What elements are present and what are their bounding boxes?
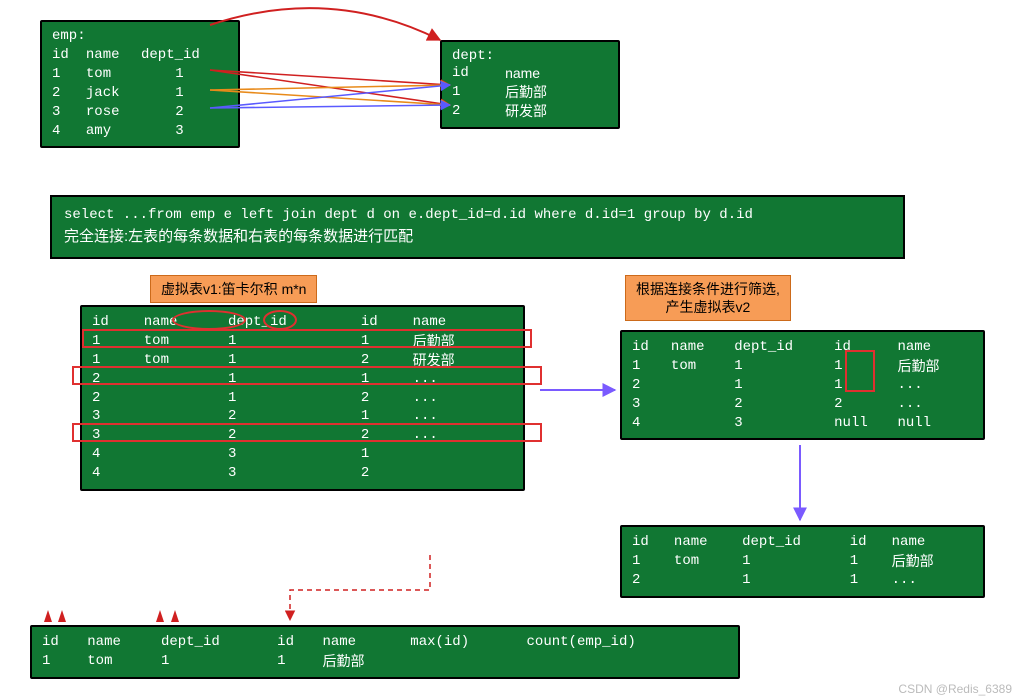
emp-table: id name dept_id 1tom1 2jack1 3rose2 4amy… — [52, 46, 228, 140]
table-row: 212... — [92, 389, 513, 408]
table-row: 431 — [92, 445, 513, 464]
label-v2-line1: 根据连接条件进行筛选, — [636, 280, 780, 298]
table-row: 1tom11后勤部 — [92, 332, 513, 351]
table-row: 321... — [92, 407, 513, 426]
table-row: 211... — [632, 571, 973, 590]
table-row: 2研发部 — [452, 102, 608, 121]
table-row: 1tom1 — [52, 65, 228, 84]
table-row: 3rose2 — [52, 103, 228, 122]
v2-table: id name dept_id id name 1tom11后勤部 211...… — [632, 338, 973, 432]
table-row: 211... — [92, 370, 513, 389]
sql-note: 完全连接:左表的每条数据和右表的每条数据进行匹配 — [64, 226, 891, 249]
col-dept-id: dept_id — [141, 46, 228, 65]
table-row: 1tom11后勤部 — [632, 552, 973, 571]
table-header-row: id name dept_id id name max(id) count(em… — [42, 633, 728, 652]
table-row: 4amy3 — [52, 122, 228, 141]
table-row: 1后勤部 — [452, 83, 608, 102]
table-row: 432 — [92, 464, 513, 483]
table-row: 1tom11后勤部 — [632, 357, 973, 376]
watermark: CSDN @Redis_6389 — [898, 682, 1012, 696]
dept-title: dept: — [452, 48, 608, 64]
v1-table-box: id name dept_id id name 1tom11后勤部 1tom12… — [80, 305, 525, 491]
final-table-box: id name dept_id id name max(id) count(em… — [30, 625, 740, 679]
col-id: id — [452, 64, 505, 83]
col-name: name — [86, 46, 141, 65]
label-v2: 根据连接条件进行筛选, 产生虚拟表v2 — [625, 275, 791, 321]
table-row: 211... — [632, 376, 973, 395]
table-header-row: id name dept_id id name — [632, 338, 973, 357]
v1-table: id name dept_id id name 1tom11后勤部 1tom12… — [92, 313, 513, 483]
col-id: id — [52, 46, 86, 65]
v3-table: id name dept_id id name 1tom11后勤部 211... — [632, 533, 973, 590]
sql-query: select ...from emp e left join dept d on… — [64, 205, 891, 226]
table-header-row: id name — [452, 64, 608, 83]
table-row: 2jack1 — [52, 84, 228, 103]
table-row: 322... — [92, 426, 513, 445]
emp-title: emp: — [52, 28, 228, 44]
dept-table: id name 1后勤部 2研发部 — [452, 64, 608, 121]
sql-box: select ...from emp e left join dept d on… — [50, 195, 905, 259]
table-row: 43nullnull — [632, 414, 973, 433]
table-header-row: id name dept_id id name — [632, 533, 973, 552]
table-row: 322... — [632, 395, 973, 414]
table-header-row: id name dept_id — [52, 46, 228, 65]
label-v1: 虚拟表v1:笛卡尔积 m*n — [150, 275, 317, 303]
label-v2-line2: 产生虚拟表v2 — [636, 298, 780, 316]
table-row: 1tom12研发部 — [92, 351, 513, 370]
emp-table-box: emp: id name dept_id 1tom1 2jack1 3rose2… — [40, 20, 240, 148]
table-header-row: id name dept_id id name — [92, 313, 513, 332]
table-row: 1tom11后勤部 — [42, 652, 728, 671]
dept-table-box: dept: id name 1后勤部 2研发部 — [440, 40, 620, 129]
final-table: id name dept_id id name max(id) count(em… — [42, 633, 728, 671]
v2-table-box: id name dept_id id name 1tom11后勤部 211...… — [620, 330, 985, 440]
v3-table-box: id name dept_id id name 1tom11后勤部 211... — [620, 525, 985, 598]
col-name: name — [505, 64, 608, 83]
